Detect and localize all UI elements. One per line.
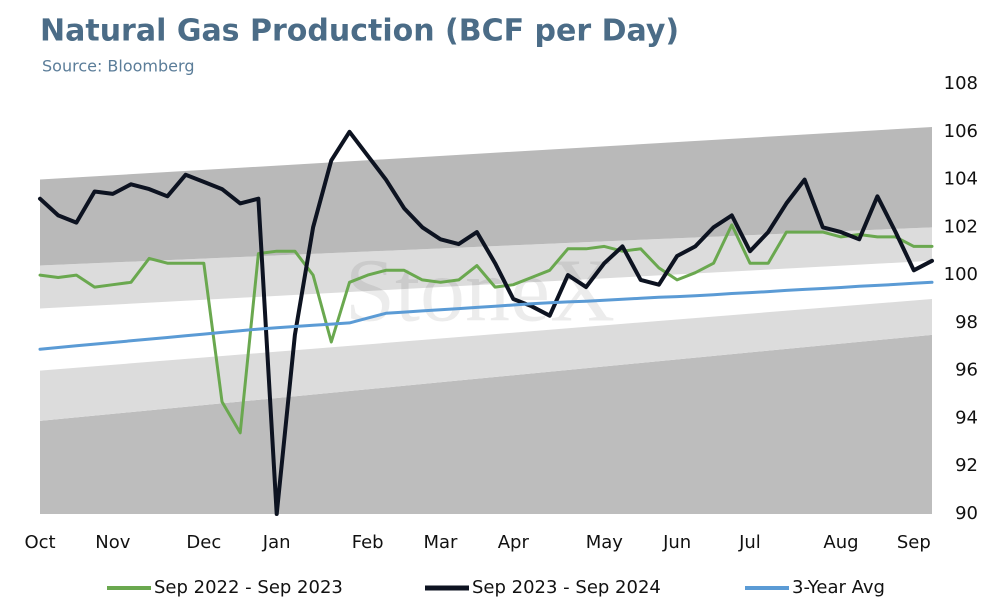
range-band	[40, 299, 932, 421]
x-tick-label: Sep	[897, 532, 931, 553]
y-tick-label: 94	[955, 407, 978, 428]
x-tick-label: Mar	[424, 532, 459, 553]
y-tick-label: 100	[944, 264, 978, 285]
y-tick-label: 92	[955, 455, 978, 476]
series-line	[38, 223, 934, 435]
x-tick-label: Apr	[498, 532, 530, 553]
x-tick-label: May	[586, 532, 624, 553]
series-line	[38, 129, 934, 516]
legend-label: Sep 2023 - Sep 2024	[472, 577, 661, 598]
legend-label: 3-Year Avg	[792, 577, 885, 598]
y-tick-label: 104	[944, 169, 978, 190]
x-tick-label: Dec	[186, 532, 221, 553]
y-tick-label: 106	[944, 121, 978, 142]
lines	[38, 129, 934, 516]
range-band	[40, 334, 932, 514]
watermark: StoneX	[345, 242, 615, 341]
chart-subtitle: Source: Bloomberg	[42, 57, 194, 76]
x-tick-label: Jun	[662, 532, 691, 553]
legend-label: Sep 2022 - Sep 2023	[154, 577, 343, 598]
series-line	[38, 280, 934, 351]
y-tick-label: 108	[944, 73, 978, 94]
x-tick-label: Oct	[24, 532, 55, 553]
x-tick-label: Jul	[738, 532, 761, 553]
x-tick-label: Jan	[262, 532, 291, 553]
legend: Sep 2022 - Sep 2023 Sep 2023 - Sep 2024 3-…	[107, 577, 885, 598]
y-tick-label: 98	[955, 312, 978, 333]
y-tick-label: 102	[944, 216, 978, 237]
axes: 90 92 94 96 98 100 102 104 106 108 Oct Nov Dec Jan Feb…	[24, 73, 978, 553]
x-tick-label: Feb	[352, 532, 384, 553]
x-tick-label: Nov	[95, 532, 130, 553]
y-tick-label: 96	[955, 360, 978, 381]
chart-title: Natural Gas Production (BCF per Day)	[40, 14, 679, 49]
x-tick-label: Aug	[823, 532, 858, 553]
y-tick-label: 90	[955, 503, 978, 524]
